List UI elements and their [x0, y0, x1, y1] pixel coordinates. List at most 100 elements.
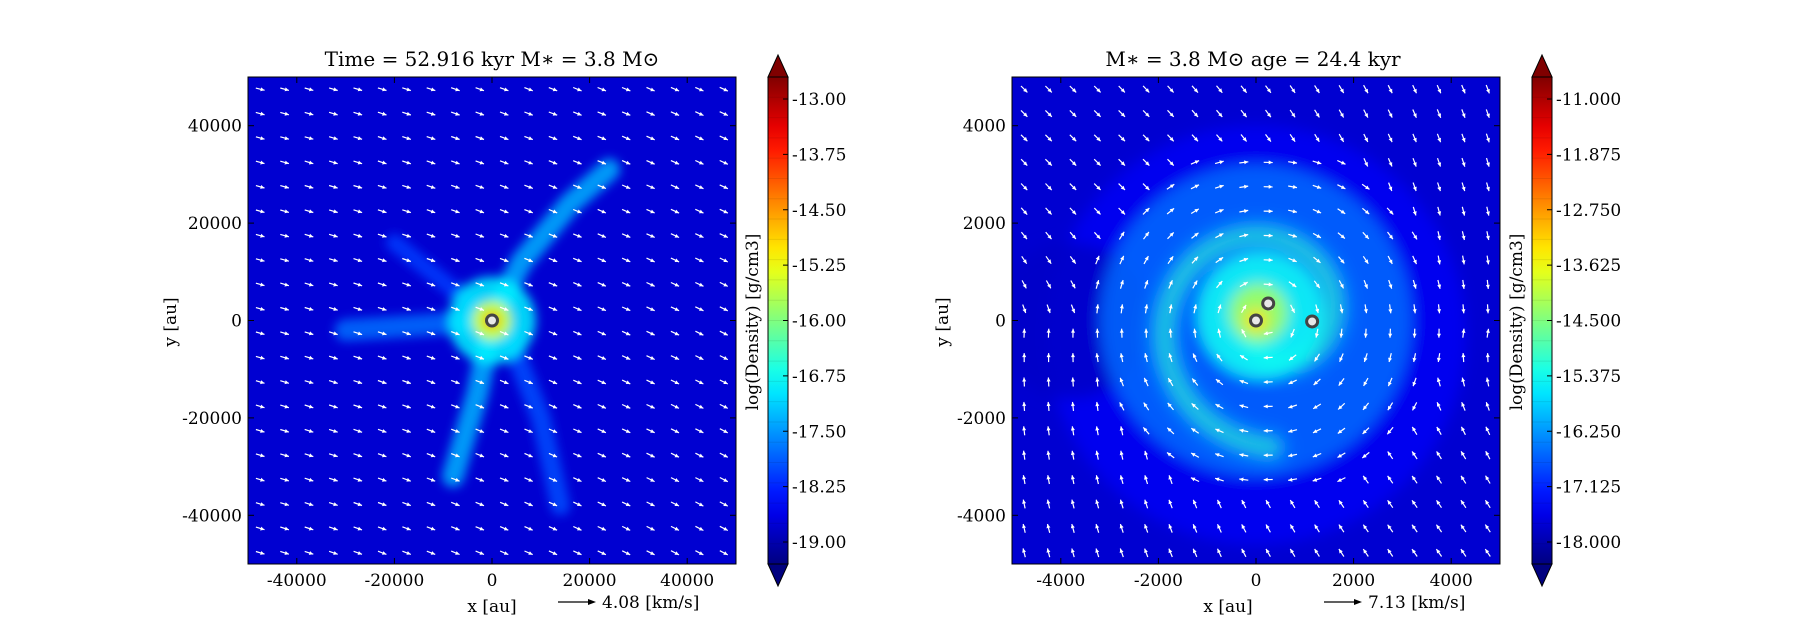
velocity-arrow: [1411, 475, 1418, 484]
velocity-arrow: [597, 452, 607, 458]
velocity-arrow: [670, 525, 680, 531]
velocity-arrow: [255, 307, 265, 311]
velocity-arrow: [377, 306, 387, 311]
velocity-arrow: [255, 331, 265, 336]
velocity-arrow: [1216, 353, 1223, 362]
velocity-arrow: [1387, 475, 1394, 484]
velocity-arrow: [499, 209, 509, 214]
velocity-arrow: [402, 550, 412, 555]
velocity-arrow: [573, 428, 582, 434]
velocity-arrow: [1289, 85, 1296, 94]
velocity-arrow: [353, 550, 363, 555]
velocity-arrow: [1119, 402, 1125, 411]
velocity-arrow: [719, 330, 729, 336]
velocity-arrow: [255, 185, 265, 189]
velocity-arrow: [1337, 452, 1346, 459]
velocity-arrow: [499, 501, 509, 507]
velocity-arrow: [450, 477, 460, 482]
velocity-arrow: [524, 87, 534, 92]
velocity-arrow: [597, 477, 607, 483]
y-tick-label: -4000: [957, 506, 1006, 526]
colorbar-extend-max: [1531, 53, 1553, 78]
velocity-arrow: [280, 209, 290, 214]
velocity-arrow: [1412, 157, 1417, 167]
velocity-arrow: [1022, 548, 1026, 558]
velocity-arrow: [1168, 475, 1173, 485]
velocity-vectors: [1020, 84, 1491, 558]
velocity-arrow: [426, 355, 436, 360]
velocity-arrow: [450, 209, 460, 214]
velocity-arrow: [1239, 428, 1249, 433]
velocity-arrow: [353, 355, 363, 360]
velocity-arrow: [1290, 328, 1295, 338]
velocity-arrow: [328, 160, 338, 165]
velocity-arrow: [1486, 182, 1490, 192]
velocity-arrow: [1461, 377, 1466, 387]
velocity-arrow: [475, 306, 485, 311]
y-tick-label: -20000: [182, 409, 242, 429]
velocity-arrow: [1214, 477, 1224, 482]
colorbar-tick-label: -16.75: [792, 367, 846, 387]
velocity-arrow: [670, 233, 680, 239]
velocity-arrow: [1411, 524, 1418, 533]
velocity-arrow: [353, 501, 363, 507]
velocity-arrow: [1460, 475, 1467, 484]
velocity-arrow: [1484, 499, 1491, 509]
velocity-arrow: [255, 453, 265, 458]
velocity-arrow: [1411, 231, 1418, 240]
velocity-arrow: [1142, 158, 1150, 167]
velocity-arrow: [1119, 523, 1124, 533]
velocity-arrow: [1119, 353, 1124, 363]
velocity-arrow: [1338, 256, 1345, 264]
velocity-arrow: [1412, 377, 1417, 387]
velocity-arrow: [304, 331, 314, 336]
velocity-arrow: [1265, 134, 1272, 142]
velocity-arrow: [1045, 280, 1052, 289]
velocity-arrow: [1095, 328, 1100, 338]
velocity-arrow: [475, 160, 485, 165]
velocity-arrow: [450, 404, 460, 409]
velocity-arrow: [1362, 427, 1370, 435]
velocity-arrow: [597, 403, 607, 409]
velocity-arrow: [1167, 85, 1175, 93]
velocity-arrow: [1412, 84, 1418, 94]
velocity-arrow: [1411, 402, 1418, 411]
velocity-arrow: [353, 428, 363, 433]
velocity-arrow: [475, 428, 485, 434]
velocity-arrow: [1215, 256, 1224, 264]
velocity-arrow: [377, 355, 387, 360]
velocity-arrow: [548, 355, 558, 360]
velocity-arrow: [572, 208, 582, 214]
velocity-arrow: [597, 550, 607, 556]
velocity-arrow: [475, 111, 485, 116]
velocity-arrow: [597, 184, 607, 190]
y-tick-label: -2000: [957, 409, 1006, 429]
velocity-arrow: [1143, 377, 1149, 387]
velocity-arrow: [1144, 523, 1149, 533]
velocity-arrow: [1338, 499, 1345, 509]
sink-particle: [1249, 313, 1263, 328]
velocity-arrow: [353, 111, 363, 116]
colorbar-tick-label: -17.125: [1556, 478, 1621, 498]
velocity-arrow: [670, 208, 680, 214]
velocity-arrow: [280, 233, 290, 238]
velocity-arrow: [548, 111, 558, 116]
velocity-arrow: [719, 501, 729, 507]
velocity-arrow: [573, 550, 582, 556]
velocity-arrow: [1484, 524, 1491, 533]
velocity-arrow: [1363, 109, 1369, 118]
velocity-arrow: [1337, 402, 1346, 410]
velocity-arrow: [719, 428, 729, 434]
velocity-arrow: [1144, 304, 1149, 314]
velocity-arrow: [426, 331, 436, 336]
velocity-arrow: [1436, 157, 1442, 167]
velocity-arrow: [719, 281, 729, 287]
velocity-arrow: [1363, 304, 1368, 314]
velocity-arrow: [1070, 426, 1075, 436]
velocity-arrow: [621, 550, 631, 556]
velocity-arrow: [1337, 477, 1346, 483]
velocity-arrow: [280, 258, 290, 263]
velocity-arrow: [450, 306, 460, 311]
velocity-arrow: [597, 525, 607, 531]
